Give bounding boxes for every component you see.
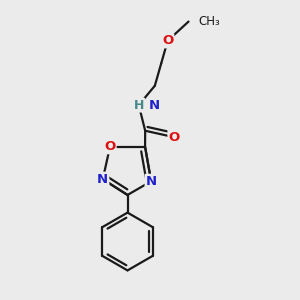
Text: N: N [146, 175, 157, 188]
Text: N: N [148, 98, 160, 112]
Text: O: O [162, 34, 173, 47]
Text: N: N [97, 173, 108, 186]
Text: CH₃: CH₃ [198, 15, 220, 28]
Text: O: O [169, 131, 180, 144]
Text: O: O [104, 140, 116, 153]
Text: H: H [134, 98, 144, 112]
